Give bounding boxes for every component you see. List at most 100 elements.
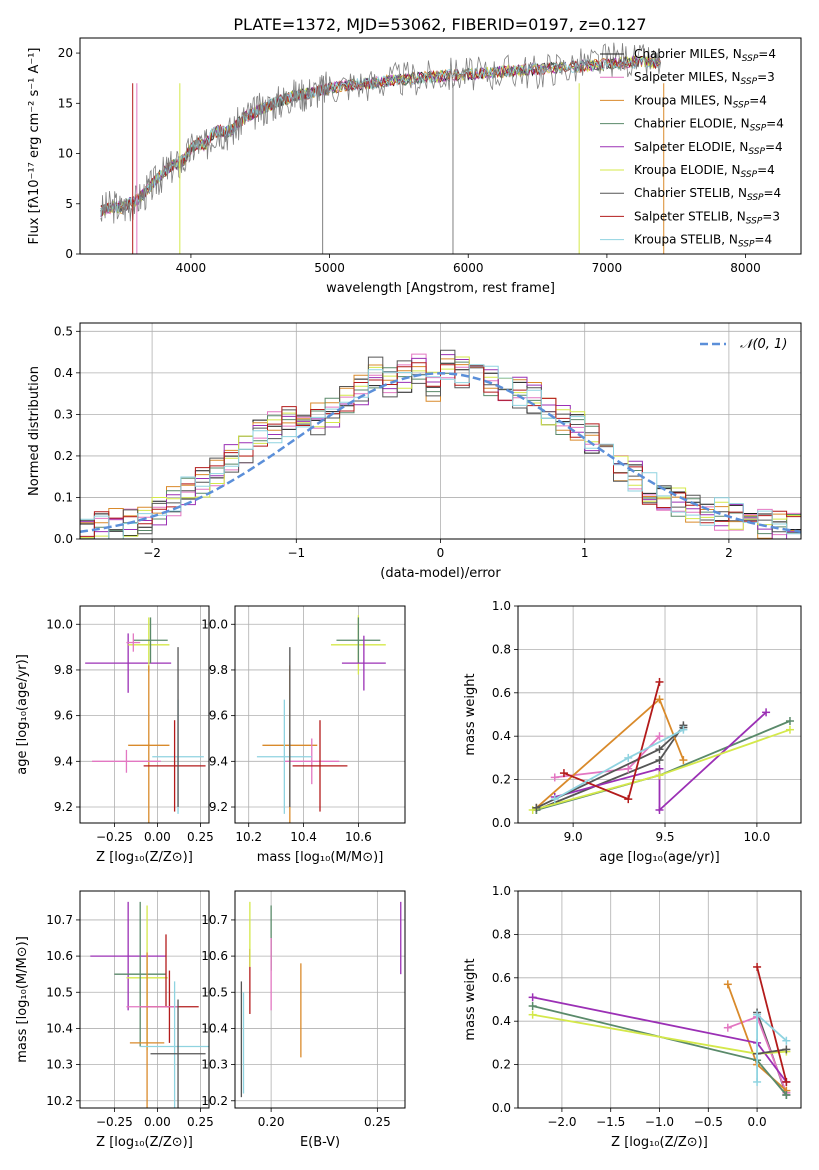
y-tick-label: 10.4 [46,1021,73,1035]
legend-label: Chabrier MILES, NSSP=4 [634,47,776,64]
legend-label-tail: =4 [765,140,783,154]
legend-label-tail: =4 [758,47,776,61]
y-tick-label: 1.0 [492,599,511,613]
y-tick-label: 9.2 [54,800,73,814]
residual-histogram [80,364,801,539]
model-spectrum-line [100,56,661,217]
legend-label-sub: SSP [748,147,765,157]
x-axis-label: Z [log₁₀(Z/Z⊙)] [96,1135,193,1150]
axes-frame [79,890,210,1109]
y-tick-label: 5 [65,197,73,211]
x-tick-label: 0.25 [364,1115,391,1129]
y-tick-label: 0.8 [492,927,511,941]
x-tick-label: −1.0 [645,1115,674,1129]
y-tick-label: 10 [58,147,73,161]
gaussian-curve [80,372,801,533]
y-tick-label: 10.3 [46,1058,73,1072]
axes-frame [517,605,802,824]
y-axis-label: mass weight [463,958,478,1040]
legend-label-tail: =3 [757,70,775,84]
y-tick-label: 0.4 [492,1014,511,1028]
massweight-lines [528,677,794,814]
legend-label-tail: =4 [764,186,782,200]
legend-label: Chabrier STELIB, NSSP=4 [634,186,781,203]
x-tick-label: 5000 [314,261,345,275]
legend-label: Salpeter MILES, NSSP=3 [634,70,775,87]
x-tick-label: 4000 [176,261,207,275]
y-axis-label: mass weight [463,673,478,755]
y-tick-label: 10.3 [201,1058,228,1072]
panel-age-vs-mass: 10.2 10.4 10.6 9.2 9.4 9.6 9.8 10.0 mass [log₁₀(… [201,605,406,865]
legend-label-tail: =3 [762,209,780,223]
x-tick-label: −0.25 [96,830,133,844]
x-tick-label: 10.2 [235,830,262,844]
axes-frame [517,890,802,1109]
y-tick-label: 20 [58,46,73,60]
y-tick-label: 10.0 [46,617,73,631]
y-tick-label: 0.6 [492,686,511,700]
panel-mass-vs-Z: −0.25 0.00 0.25 10.2 10.3 10.4 10.5 10.6 10.7 Z [… [15,890,214,1150]
axes-frame [79,605,210,824]
x-tick-label: −2 [143,546,161,560]
legend-label: Salpeter STELIB, NSSP=3 [634,209,780,226]
x-tick-label: −0.5 [694,1115,723,1129]
legend-label-text: Kroupa STELIB, N [634,233,738,247]
legend-label-sub: SSP [738,240,755,250]
panel-spectrum: 4000 5000 6000 7000 8000 0 5 10 15 20 wavelength [… [27,37,802,296]
legend-label-text: Salpeter STELIB, N [634,209,746,223]
x-tick-label: 1 [581,546,589,560]
y-tick-label: 10.0 [201,617,228,631]
x-tick-label: 10.4 [290,830,317,844]
y-tick-label: 15 [58,96,73,110]
y-tick-label: 0.8 [492,642,511,656]
y-tick-label: 9.4 [209,754,228,768]
y-tick-label: 0.3 [54,407,73,421]
x-tick-label: 0.20 [258,1115,285,1129]
y-tick-label: 0.2 [492,773,511,787]
y-tick-label: 10.2 [201,1094,228,1108]
x-axis-label: Z [log₁₀(Z/Z⊙)] [611,1135,708,1150]
y-tick-label: 0.5 [54,324,73,338]
y-axis-label: mass [log₁₀(M/M⊙)] [15,936,30,1063]
legend-label-text: Salpeter MILES, N [634,70,741,84]
legend-label-tail: =4 [749,93,767,107]
legend-label-sub: SSP [750,124,767,134]
x-tick-label: 10.0 [744,830,771,844]
y-tick-label: 9.6 [209,709,228,723]
axes-frame [79,37,802,255]
x-tick-label: 0 [437,546,445,560]
x-tick-label: 2 [725,546,733,560]
massweight-series [756,966,788,1083]
axes-frame [79,322,802,540]
errorbar-points [85,617,206,823]
legend-label: Kroupa MILES, NSSP=4 [634,93,767,110]
y-tick-label: 0.4 [54,366,73,380]
legend-label-text: Kroupa MILES, N [634,93,733,107]
legend-label-text: Chabrier STELIB, N [634,186,747,200]
y-axis-label: Flux [fλ10⁻¹⁷ erg cm⁻² s⁻¹ A⁻¹] [27,48,42,245]
x-tick-label: 9.0 [564,830,583,844]
y-tick-label: 10.6 [46,949,73,963]
y-tick-label: 9.8 [209,663,228,677]
x-tick-label: 10.6 [345,830,372,844]
y-axis-label: age [log₁₀(age/yr)] [15,654,30,775]
y-tick-label: 9.6 [54,709,73,723]
legend-label-text: Chabrier MILES, N [634,47,742,61]
legend-label: Kroupa ELODIE, NSSP=4 [634,163,775,180]
panel-mass-vs-EBV: 0.20 0.25 10.2 10.3 10.4 10.5 10.6 10.7 E(B-V) [201,890,406,1150]
x-axis-label: wavelength [Angstrom, rest frame] [326,281,555,296]
legend-label-text: Kroupa ELODIE, N [634,163,741,177]
y-tick-label: 9.2 [209,800,228,814]
y-tick-label: 10.2 [46,1094,73,1108]
y-tick-label: 0.2 [54,449,73,463]
panel-massweight-vs-Z: −2.0 −1.5 −1.0 −0.5 0.0 0.0 0.2 0.4 0.6 0.8 1.0 Z [… [463,884,802,1150]
legend-label-text: Chabrier ELODIE, N [634,117,750,131]
x-tick-label: 0.00 [144,1115,171,1129]
y-tick-label: 10.5 [201,985,228,999]
y-tick-label: 10.4 [201,1021,228,1035]
errorbar-points [256,615,386,823]
legend-label-sub: SSP [733,100,750,110]
legend-label-sub: SSP [741,77,758,87]
